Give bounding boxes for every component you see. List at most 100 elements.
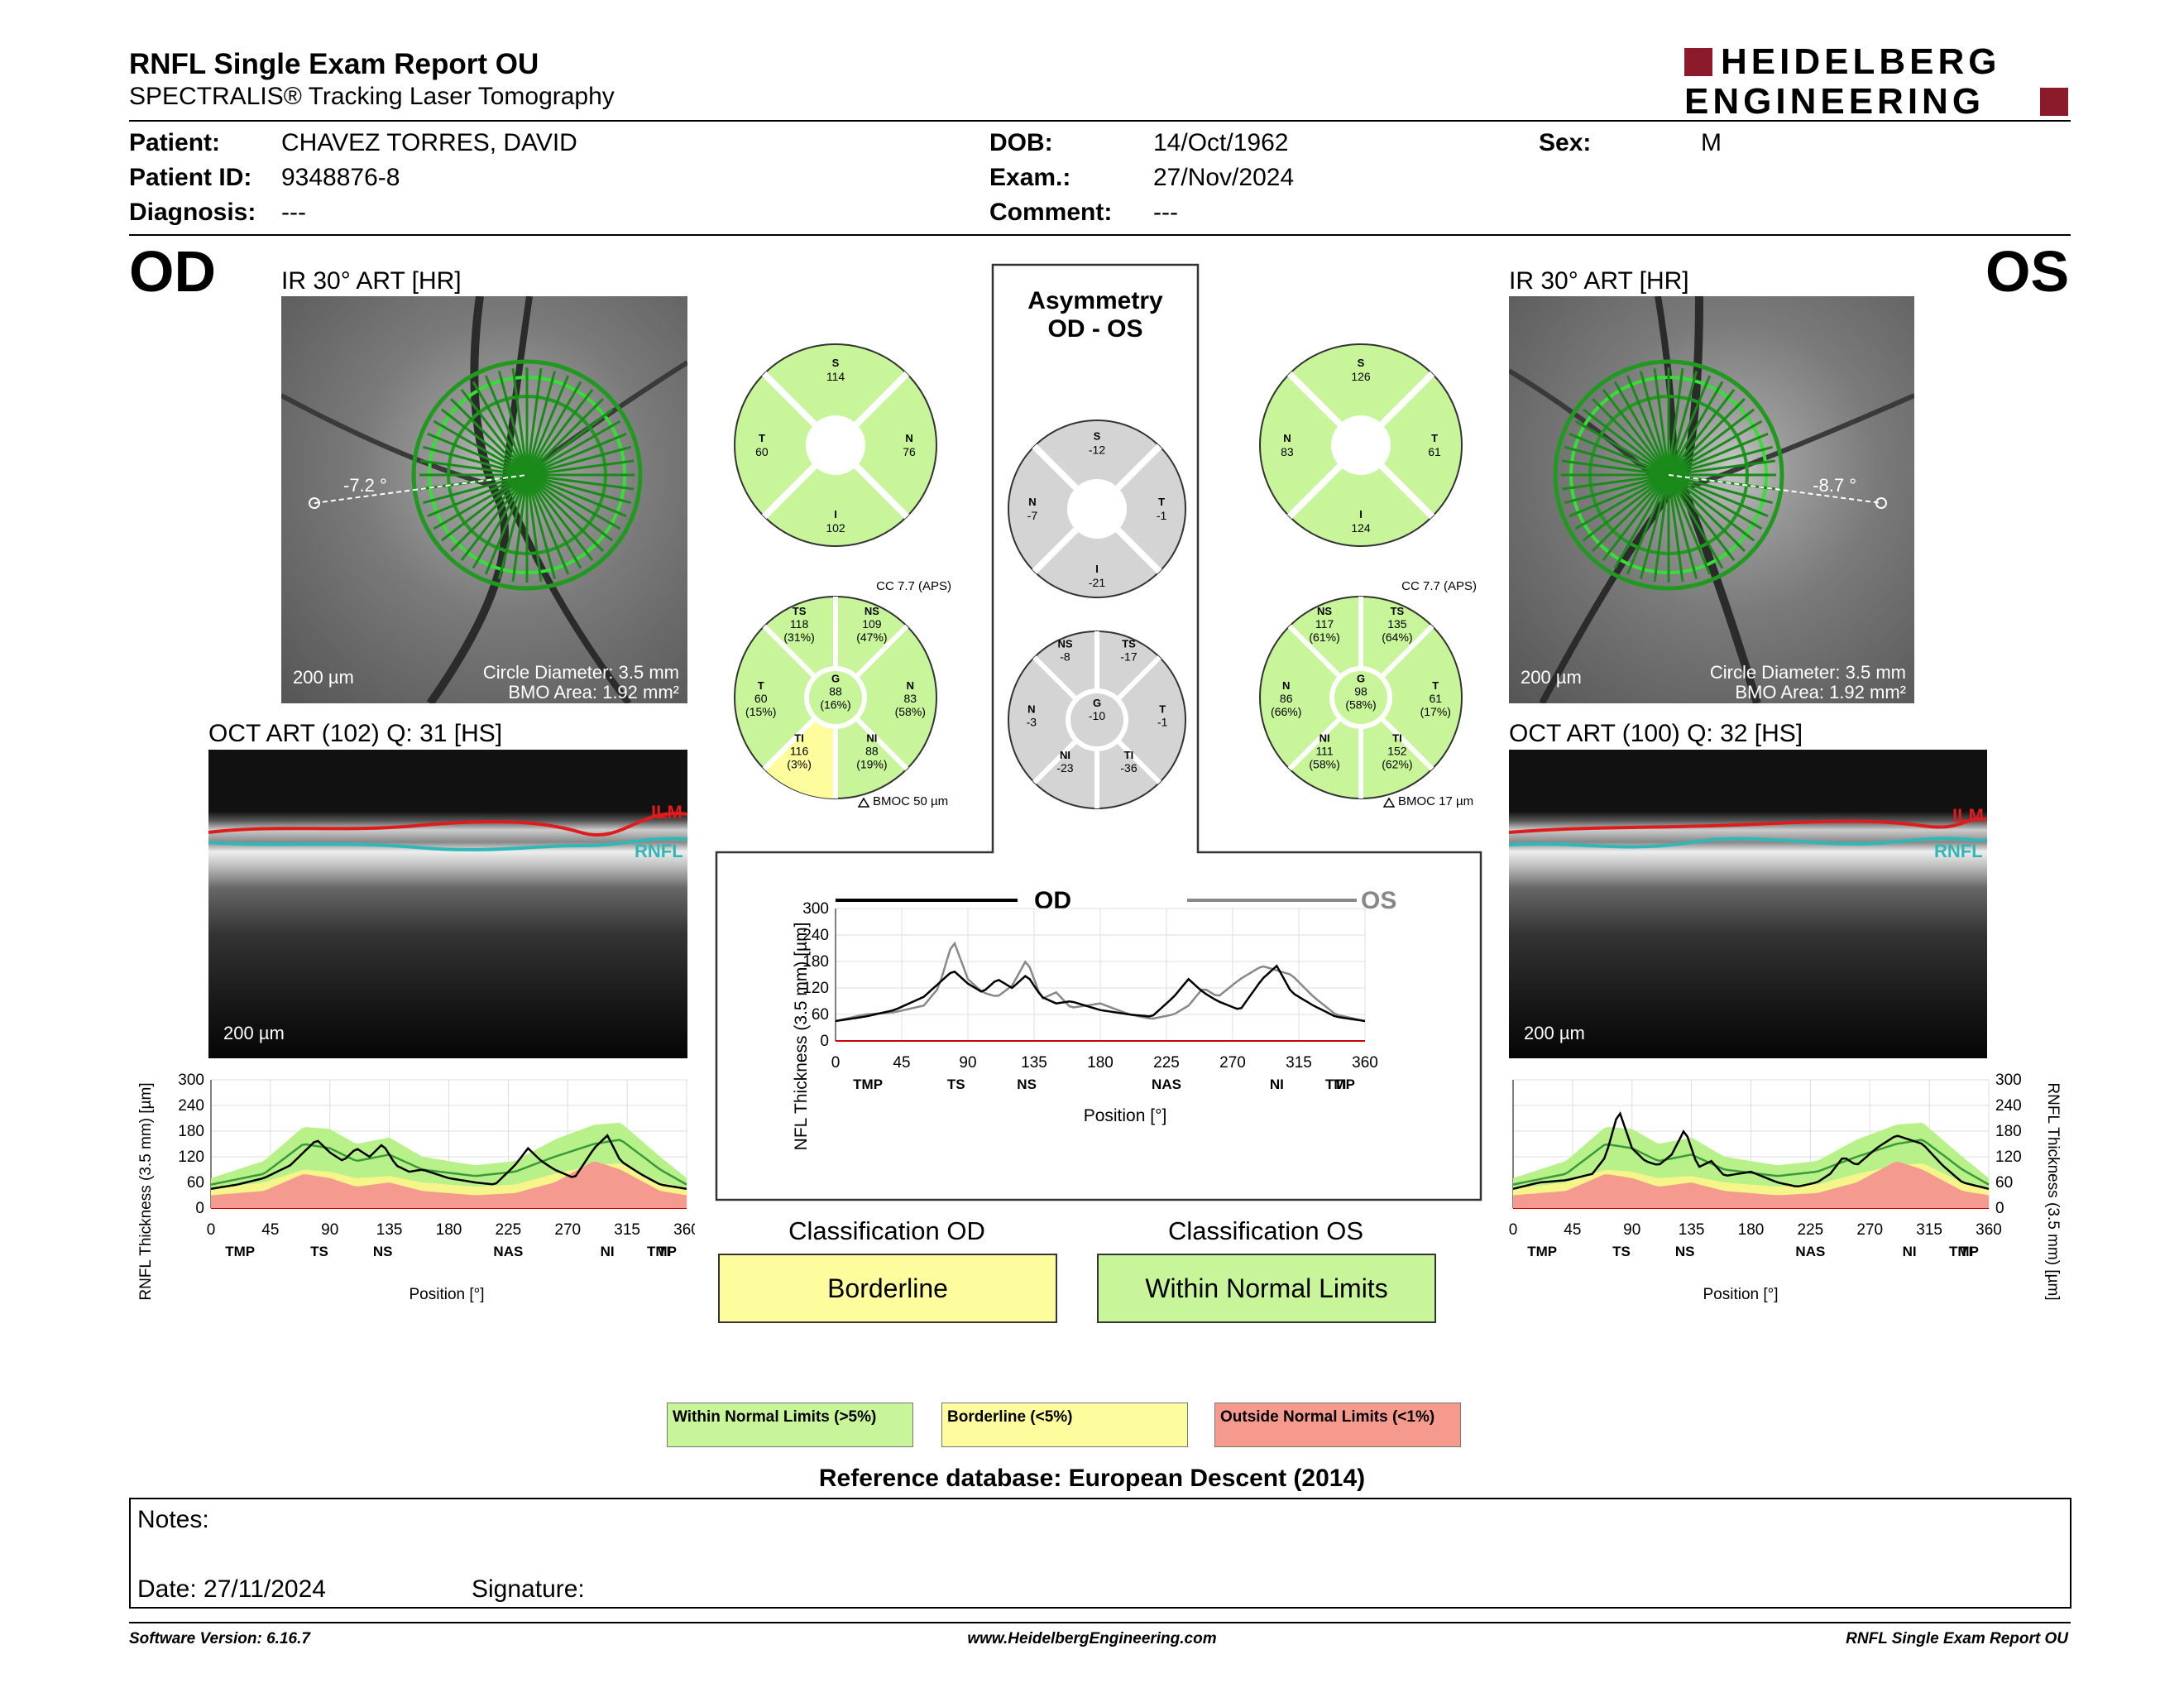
quad-divider xyxy=(761,371,817,427)
os-spoke xyxy=(1626,474,1670,575)
sector-value-N: 86 xyxy=(1280,692,1293,705)
sector-tick-label: NS xyxy=(1017,1077,1037,1092)
os-classification-badge: Within Normal Limits xyxy=(1097,1254,1436,1323)
comment-value: --- xyxy=(1153,199,1178,226)
od-spoke xyxy=(525,367,543,476)
y-tick-label: 60 xyxy=(1995,1174,2013,1192)
os-spoke xyxy=(1668,408,1755,477)
sector-percent-T: (15%) xyxy=(745,705,776,718)
sector-divider xyxy=(855,624,909,678)
od-eye-label: OD xyxy=(129,239,216,304)
od-rnfl-line xyxy=(208,837,687,851)
od-normative-mean-line xyxy=(210,1139,687,1186)
x-tick-label: 270 xyxy=(554,1221,581,1239)
asymmetry-frame xyxy=(715,263,1482,1201)
software-version: Software Version: 6.16.7 xyxy=(129,1630,310,1647)
os-oct-scale: 200 µm xyxy=(1524,1023,1585,1043)
sector-tick-label: TS xyxy=(310,1244,328,1259)
sector-divider xyxy=(855,717,909,771)
os-spokes xyxy=(1561,367,1776,583)
reference-database: Reference database: European Descent (20… xyxy=(818,1465,1366,1492)
os-spoke xyxy=(1668,420,1763,477)
sector-value-NI: 88 xyxy=(865,745,879,758)
sector-value-T: 60 xyxy=(754,692,768,705)
od-ir-label: IR 30° ART [HR] xyxy=(281,267,462,295)
sector-label-N: N xyxy=(907,679,914,692)
od-outer-ring xyxy=(411,359,643,591)
sector-percent-G: (16%) xyxy=(820,698,850,712)
website-link[interactable]: www.HeidelbergEngineering.com xyxy=(967,1630,1217,1647)
sector-value-NI: 111 xyxy=(1315,745,1333,758)
y-tick-label: 0 xyxy=(195,1200,204,1217)
os-ir-scale: 200 µm xyxy=(1521,667,1582,688)
sector-percent-TI: (62%) xyxy=(1382,758,1412,771)
quad-value-N: -7 xyxy=(1027,509,1038,522)
os-thickness-line xyxy=(1512,1111,1990,1191)
y-tick-label: 300 xyxy=(178,1072,204,1089)
sector-tick-label: TMP xyxy=(1325,1077,1355,1092)
od-spokes xyxy=(419,367,635,583)
od-spoke xyxy=(526,473,635,491)
quad-value-N: 76 xyxy=(903,445,916,458)
od-spoke xyxy=(526,445,631,477)
os-spoke xyxy=(1653,367,1670,476)
sector-center xyxy=(1334,671,1387,724)
comparison-yticks: 300 240 180 120 60 0 xyxy=(802,900,829,1050)
od-spoke xyxy=(433,473,528,530)
sector-percent-TS: (64%) xyxy=(1382,631,1412,644)
sector-percent-NI: (19%) xyxy=(856,758,887,771)
sector-divider xyxy=(1032,655,1077,700)
os-spoke xyxy=(1626,375,1670,476)
quad-value-T: 61 xyxy=(1428,445,1441,458)
od-chart-xticks: 0 45 90 135 180 225 270 315 360 xyxy=(207,1221,695,1239)
os-spoke xyxy=(1592,473,1670,552)
od-spoke xyxy=(526,408,614,477)
os-spoke xyxy=(1667,398,1746,477)
sector-label-NI: NI xyxy=(1060,749,1070,761)
x-tick-label: 225 xyxy=(496,1221,522,1239)
y-tick-label: 60 xyxy=(812,1006,829,1024)
od-oct-scale: 200 µm xyxy=(223,1023,285,1043)
x-tick-label: 90 xyxy=(959,1054,976,1072)
quad-divider xyxy=(1032,444,1079,491)
quad-sector-T: T xyxy=(759,432,765,444)
sector-divider xyxy=(1117,740,1161,784)
sector-value-T: -1 xyxy=(1157,715,1168,728)
sector-divider xyxy=(1381,624,1434,678)
os-spoke xyxy=(1613,381,1670,476)
y-tick-label: 180 xyxy=(178,1123,204,1140)
sector-label-TS: TS xyxy=(1122,637,1136,650)
logo-square-top xyxy=(1684,48,1712,76)
sector-value-G: -10 xyxy=(1089,709,1105,722)
sector-percent-TI: (3%) xyxy=(787,758,812,771)
od-spoke xyxy=(526,432,627,477)
od-bmoc-label: BMOC 50 µm xyxy=(873,794,948,808)
comment-label: Comment: xyxy=(989,199,1113,226)
os-outside-band xyxy=(1513,1161,1989,1208)
y-tick-label: 180 xyxy=(802,953,829,971)
sector-percent-TS: (31%) xyxy=(783,631,814,644)
patient-divider xyxy=(129,234,2071,236)
sector-label-G: G xyxy=(1357,673,1365,685)
sector-label-N: N xyxy=(1027,703,1035,715)
sector-divider xyxy=(1117,655,1161,700)
footer-report-name: RNFL Single Exam Report OU xyxy=(1846,1630,2068,1647)
sector-value-G: 88 xyxy=(829,685,842,698)
quad-value-S: 114 xyxy=(826,370,845,383)
quad-value-S: -12 xyxy=(1089,444,1105,457)
x-tick-label: 315 xyxy=(1916,1221,1942,1239)
diagnosis-value: --- xyxy=(281,199,306,226)
od-spoke xyxy=(525,388,594,476)
sector-value-NS: 117 xyxy=(1315,617,1334,631)
od-spoke xyxy=(526,473,627,518)
quad-sector-S: S xyxy=(1094,430,1101,443)
os-spoke xyxy=(1653,474,1670,583)
quad-sector-I: I xyxy=(834,508,837,520)
os-spoke xyxy=(1667,381,1724,476)
legend-os-label: OS xyxy=(1361,887,1396,914)
y-tick-label: 120 xyxy=(1995,1149,2022,1166)
od-spoke xyxy=(427,473,528,518)
diagnosis-label: Diagnosis: xyxy=(129,199,256,226)
od-spoke xyxy=(440,408,528,477)
sector-tick-label: NI xyxy=(601,1244,615,1259)
